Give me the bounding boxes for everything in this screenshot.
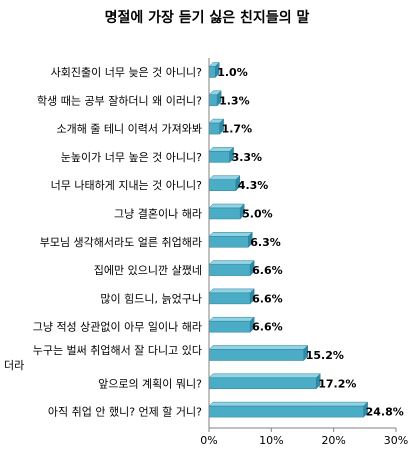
bar <box>208 349 304 361</box>
value-label: 17.2% <box>318 377 356 390</box>
bar-group: 학생 때는 공부 잘하더니 왜 이러니? 1.3% <box>37 90 250 107</box>
x-tick-label: 0% <box>200 434 217 447</box>
bar-group: 너무 나태하게 지내는 것 아니니? 4.3% <box>51 175 269 192</box>
bar-top-face <box>208 345 309 350</box>
value-label: 3.3% <box>232 151 263 164</box>
bar-group: 눈높이가 너무 높은 것 아니니? 3.3% <box>61 146 263 164</box>
bar-top-face <box>208 316 255 322</box>
bar-group: 아직 취업 안 했니? 언제 할 거니? 24.8% <box>48 401 404 419</box>
category-label: 아직 취업 안 했니? 언제 할 거니? <box>48 406 202 419</box>
bar <box>208 377 317 390</box>
bar <box>208 151 230 163</box>
bar <box>208 66 216 78</box>
bar-top-face <box>208 373 321 379</box>
value-label: 4.3% <box>238 179 269 192</box>
bar <box>208 122 220 135</box>
category-label: 그냥 결혼이나 해라 <box>114 207 202 221</box>
category-label: 너무 나태하게 지내는 것 아니니? <box>51 178 203 192</box>
bar-group: 집에만 있으니깐 살쪘네 6.6% <box>94 259 283 277</box>
bar <box>208 179 237 191</box>
bar-group: 많이 힘드니, 늙었구나 6.6% <box>100 288 283 305</box>
value-label: 1.7% <box>222 123 253 136</box>
bar-top-face <box>208 401 369 407</box>
value-label: 6.6% <box>252 264 283 277</box>
category-label: 사회진출이 너무 늦은 것 아니니? <box>51 66 203 79</box>
value-label: 24.8% <box>366 406 404 419</box>
bar-group: 부모님 생각해서라도 얼른 취업해라 6.3% <box>40 231 281 249</box>
category-label: 집에만 있으니깐 살쪘네 <box>94 264 202 277</box>
category-label: 누구는 벌써 취업해서 잘 다니고 있다 더라 <box>4 343 202 372</box>
value-label: 1.3% <box>219 94 250 107</box>
x-tick-label: 10% <box>259 434 283 447</box>
bar-top-face <box>208 232 253 237</box>
chart-title: 명절에 가장 듣기 싫은 친지들의 말 <box>105 9 310 26</box>
bar <box>208 292 251 305</box>
bar <box>208 264 251 276</box>
bar <box>208 94 218 107</box>
bar-top-face <box>208 203 245 209</box>
bar-top-face <box>208 260 255 265</box>
value-label: 1.0% <box>217 66 248 79</box>
x-tick-label: 30% <box>384 434 408 447</box>
bar-group: 그냥 결혼이나 해라 5.0% <box>114 203 273 221</box>
category-label: 앞으로의 계획이 뭐니? <box>98 377 202 390</box>
category-label: 부모님 생각해서라도 얼른 취업해라 <box>40 235 202 249</box>
value-label: 6.6% <box>252 321 283 334</box>
x-axis: 0% 10% 20% 30% <box>200 58 408 447</box>
value-label: 6.6% <box>252 292 283 305</box>
category-label: 소개해 줄 테니 이력서 가져와봐 <box>56 122 202 136</box>
bar-group: 앞으로의 계획이 뭐니? 17.2% <box>98 373 356 390</box>
category-label: 그냥 적성 상관없이 아무 일이나 해라 <box>33 320 202 334</box>
bars-layer: 사회진출이 너무 늦은 것 아니니? 1.0% 학생 때는 공부 잘하더니 왜 이러… <box>4 61 404 419</box>
bar-group: 사회진출이 너무 늦은 것 아니니? 1.0% <box>51 61 248 79</box>
category-label: 많이 힘드니, 늙었구나 <box>100 292 202 305</box>
bar-group: 소개해 줄 테니 이력서 가져와봐 1.7% <box>56 118 253 136</box>
category-label: 학생 때는 공부 잘하더니 왜 이러니? <box>37 93 202 107</box>
bar-top-face <box>208 175 241 180</box>
bar <box>208 207 241 220</box>
bar-group: 그냥 적성 상관없이 아무 일이나 해라 6.6% <box>33 316 283 334</box>
bar-top-face <box>208 288 255 294</box>
bar <box>208 405 364 418</box>
value-label: 15.2% <box>306 349 344 362</box>
value-label: 6.3% <box>250 236 281 249</box>
value-label: 5.0% <box>242 208 273 221</box>
bar-group: 누구는 벌써 취업해서 잘 다니고 있다 더라 15.2% <box>4 343 344 372</box>
bar <box>208 236 249 248</box>
x-tick-label: 20% <box>321 434 345 447</box>
category-label: 눈높이가 너무 높은 것 아니니? <box>61 151 202 164</box>
bar <box>208 320 251 333</box>
